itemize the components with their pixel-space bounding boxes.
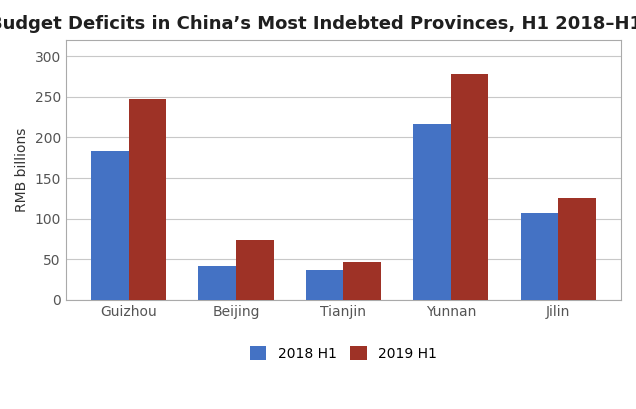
Bar — [198, 266, 236, 300]
Title: Budget Deficits in China’s Most Indebted Provinces, H1 2018–H1 2019: Budget Deficits in China’s Most Indebted… — [0, 15, 636, 33]
Bar — [343, 262, 381, 300]
Bar — [558, 198, 596, 300]
Bar — [521, 213, 558, 300]
Bar — [451, 74, 488, 300]
Bar — [236, 240, 273, 300]
Legend: 2018 H1, 2019 H1: 2018 H1, 2019 H1 — [244, 340, 443, 366]
Bar — [91, 151, 128, 300]
Bar — [306, 270, 343, 300]
Y-axis label: RMB billions: RMB billions — [15, 128, 29, 212]
Bar — [413, 124, 451, 300]
Bar — [128, 99, 166, 300]
